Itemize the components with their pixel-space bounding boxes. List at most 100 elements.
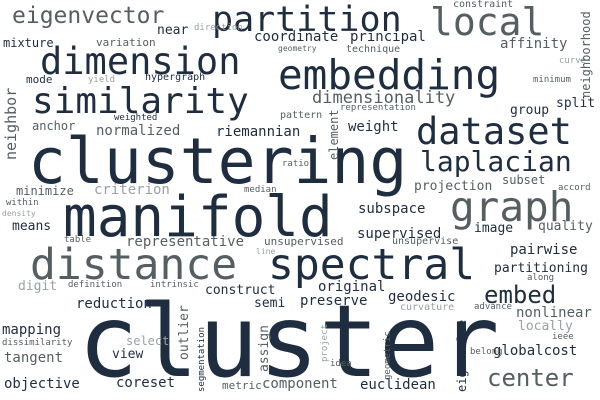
word-partition: partition xyxy=(212,0,402,40)
word-distance: distance xyxy=(30,240,238,290)
word-coreset: coreset xyxy=(116,375,176,391)
word-laplacian: laplacian xyxy=(420,145,572,178)
word-manifold: manifold xyxy=(63,185,333,250)
word-neighbor: neighbor xyxy=(2,87,20,160)
word-along: along xyxy=(527,273,555,283)
word-euclidean: euclidean xyxy=(360,377,436,393)
word-subset: subset xyxy=(502,173,546,187)
word-group: group xyxy=(510,103,550,118)
word-belong: belong xyxy=(470,347,503,357)
word-embedding: embedding xyxy=(278,51,501,99)
word-quality: quality xyxy=(538,219,593,234)
word-within: within xyxy=(6,198,39,208)
word-curvature: curvature xyxy=(400,302,455,313)
word-pairwise: pairwise xyxy=(510,242,578,258)
word-unsupervised: unsupervised xyxy=(264,235,344,248)
word-original: original xyxy=(318,279,386,295)
word-supervised: supervised xyxy=(357,226,442,242)
word-split: split xyxy=(556,96,596,111)
word-definition: definition xyxy=(68,280,123,290)
word-riemannian: riemannian xyxy=(216,124,301,140)
word-pattern: pattern xyxy=(280,110,323,121)
word-weighted: weighted xyxy=(114,113,158,123)
word-means: means xyxy=(12,219,52,234)
word-geometry: geometry xyxy=(278,44,317,53)
word-graph: graph xyxy=(450,183,574,231)
word-cluster: cluster xyxy=(78,283,500,400)
word-median: median xyxy=(244,185,277,195)
word-segmentation: segmentation xyxy=(197,326,207,392)
word-dataset: dataset xyxy=(416,110,572,153)
word-digit: digit xyxy=(18,279,58,294)
word-embed: embed xyxy=(484,281,557,309)
word-globalcost: globalcost xyxy=(493,343,578,359)
word-objective: objective xyxy=(4,376,80,392)
word-eigenvalue: eigenvalue xyxy=(455,319,469,392)
word-hypergraph: hypergraph xyxy=(145,72,206,83)
word-technique: technique xyxy=(346,44,401,55)
word-advance: advance xyxy=(474,302,512,312)
word-outlier: outlier xyxy=(177,305,192,360)
word-tangent: tangent xyxy=(4,350,64,366)
word-locally: locally xyxy=(518,319,573,334)
word-image: image xyxy=(474,221,514,236)
word-affinity: affinity xyxy=(500,36,568,52)
word-element: element xyxy=(327,109,341,160)
word-coordinate: coordinate xyxy=(254,29,339,45)
word-representation: representation xyxy=(340,103,416,113)
word-criterion: criterion xyxy=(94,182,170,198)
word-representative: representative xyxy=(126,234,245,250)
word-projection: projection xyxy=(414,179,493,194)
word-principal: principal xyxy=(350,29,426,45)
word-anchor: anchor xyxy=(32,119,76,133)
word-table: table xyxy=(64,235,92,245)
word-assign: assign xyxy=(257,325,272,372)
word-yield: yield xyxy=(88,75,116,85)
word-mode: mode xyxy=(26,73,53,86)
word-mapping: mapping xyxy=(2,322,62,338)
word-component: component xyxy=(262,376,338,392)
word-direction: direction xyxy=(194,23,243,33)
word-eigenvector: eigenvector xyxy=(12,3,165,29)
word-center: center xyxy=(487,364,574,392)
word-similarity: similarity xyxy=(32,81,249,122)
word-dimensionality: dimensionality xyxy=(312,88,456,108)
word-clustering: clustering xyxy=(28,125,408,198)
word-minimize: minimize xyxy=(16,184,74,198)
word-line: line xyxy=(256,247,276,256)
word-preserve: preserve xyxy=(300,293,368,309)
word-metric: metric xyxy=(222,379,262,392)
word-spectral: spectral xyxy=(268,240,476,290)
word-project: project xyxy=(320,324,330,362)
word-constraint: constraint xyxy=(453,0,514,10)
word-near: near xyxy=(157,23,189,38)
word-partitioning: partitioning xyxy=(494,261,588,276)
word-weight: weight xyxy=(348,119,399,135)
word-dissimilarity: dissimilarity xyxy=(2,338,73,348)
word-dimension: dimension xyxy=(40,40,241,83)
word-mixture: mixture xyxy=(3,36,54,50)
word-minimum: minimum xyxy=(533,75,571,85)
word-ieee: ieee xyxy=(552,332,574,342)
word-variation: variation xyxy=(96,36,156,49)
word-geometric: geometric xyxy=(383,331,393,380)
word-nonlinear: nonlinear xyxy=(516,305,592,321)
word-semi: semi xyxy=(254,296,286,311)
word-curve: curve xyxy=(559,56,587,66)
word-intrinsic: intrinsic xyxy=(150,280,199,290)
word-normalized: normalized xyxy=(96,123,181,139)
word-reduction: reduction xyxy=(76,296,152,312)
word-accord: accord xyxy=(558,183,591,193)
word-view: view xyxy=(112,347,144,362)
word-ratio: ratio xyxy=(282,159,310,169)
word-neighborhood: neighborhood xyxy=(579,11,593,98)
word-subspace: subspace xyxy=(358,201,426,217)
word-idea: idea xyxy=(330,359,352,369)
word-local: local xyxy=(430,0,545,44)
word-geodesic: geodesic xyxy=(388,289,456,305)
word-select: select xyxy=(126,334,170,348)
word-unsupervise: unsupervise xyxy=(392,236,459,247)
word-density: density xyxy=(2,209,36,218)
word-construct: construct xyxy=(205,283,276,298)
